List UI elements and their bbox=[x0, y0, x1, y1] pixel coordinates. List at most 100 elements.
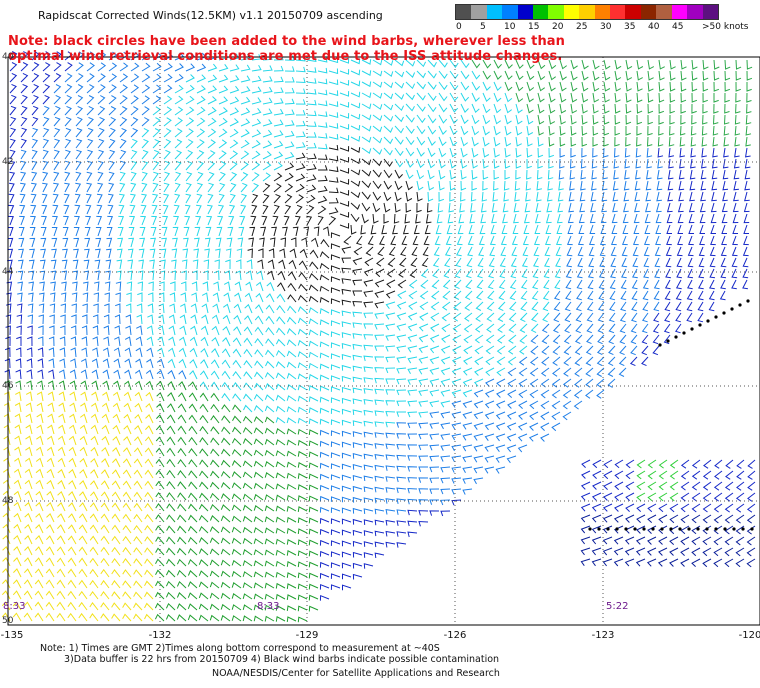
wind-barb bbox=[623, 191, 630, 202]
wind-barb bbox=[207, 117, 217, 127]
wind-barb bbox=[622, 213, 629, 224]
wind-barb bbox=[407, 389, 418, 396]
wind-barb bbox=[218, 64, 229, 72]
wind-barb bbox=[553, 301, 561, 312]
wind-barb bbox=[558, 169, 565, 180]
wind-barb bbox=[178, 392, 187, 402]
wind-barb bbox=[212, 303, 220, 314]
wind-barb bbox=[145, 369, 154, 380]
wind-barb bbox=[63, 193, 70, 204]
wind-barb bbox=[396, 520, 407, 526]
wind-barb bbox=[286, 361, 297, 369]
wind-barb bbox=[3, 435, 11, 446]
wind-barb bbox=[440, 400, 451, 408]
wind-barb bbox=[585, 356, 594, 366]
wind-barb bbox=[39, 270, 46, 281]
wind-barb bbox=[166, 469, 176, 479]
contamination-dot bbox=[687, 527, 691, 531]
wind-barb bbox=[9, 138, 16, 149]
wind-barb bbox=[264, 571, 275, 578]
wind-barb bbox=[67, 612, 77, 622]
wind-barb bbox=[297, 406, 308, 413]
wind-barb bbox=[588, 246, 595, 257]
wind-barb bbox=[471, 103, 480, 114]
wind-barb bbox=[284, 162, 295, 171]
wind-barb bbox=[484, 433, 495, 441]
wind-barb bbox=[735, 547, 745, 557]
wind-barb bbox=[68, 491, 77, 501]
wind-barb bbox=[551, 378, 561, 388]
wind-barb bbox=[475, 301, 484, 311]
wind-barb bbox=[407, 345, 418, 353]
wind-barb bbox=[210, 403, 220, 413]
wind-barb bbox=[500, 246, 507, 257]
wind-barb bbox=[485, 367, 495, 377]
wind-barb bbox=[176, 603, 187, 611]
wind-barb bbox=[341, 386, 352, 393]
wind-barb bbox=[188, 514, 198, 523]
wind-barb bbox=[585, 345, 594, 356]
wind-barb bbox=[547, 180, 553, 191]
wind-barb bbox=[647, 525, 657, 534]
wind-barb bbox=[42, 51, 51, 61]
wind-barb bbox=[254, 382, 264, 391]
wind-barb bbox=[306, 184, 317, 193]
wind-barb bbox=[735, 558, 745, 568]
wind-barb bbox=[702, 536, 712, 546]
wind-barb bbox=[383, 169, 393, 179]
wind-barb bbox=[438, 158, 446, 169]
wind-barb bbox=[286, 550, 297, 556]
wind-barb bbox=[350, 91, 361, 98]
wind-barb bbox=[546, 191, 553, 202]
wind-barb bbox=[585, 367, 594, 377]
wind-barb bbox=[385, 454, 396, 460]
wind-barb bbox=[360, 224, 366, 235]
wind-barb bbox=[152, 149, 160, 160]
wind-barb bbox=[328, 112, 339, 118]
wind-barb bbox=[78, 579, 88, 589]
wind-barb bbox=[691, 536, 701, 546]
wind-barb bbox=[185, 106, 195, 116]
wind-barb bbox=[506, 455, 517, 464]
wind-barb bbox=[612, 191, 619, 202]
wind-barb bbox=[57, 524, 66, 534]
wind-barb bbox=[184, 204, 191, 215]
wind-barb bbox=[36, 391, 44, 402]
wind-barb bbox=[56, 590, 66, 600]
wind-barb bbox=[418, 455, 429, 462]
wind-barb bbox=[145, 402, 154, 413]
wind-barb bbox=[275, 593, 286, 600]
wind-barb bbox=[515, 158, 522, 169]
lat-lon-grid bbox=[8, 57, 760, 625]
wind-barb bbox=[114, 336, 121, 347]
wind-barb bbox=[429, 378, 440, 386]
wind-barb bbox=[625, 492, 635, 502]
wind-barb bbox=[508, 323, 517, 333]
wind-barb bbox=[199, 381, 209, 391]
wind-barb bbox=[553, 312, 561, 323]
wind-barb bbox=[308, 351, 319, 358]
wind-barb bbox=[185, 84, 195, 94]
wind-barb bbox=[306, 78, 317, 84]
wind-barb bbox=[213, 281, 220, 292]
wind-barb bbox=[418, 488, 429, 494]
wind-barb bbox=[196, 171, 204, 182]
wind-barb bbox=[352, 376, 363, 383]
wind-barb bbox=[666, 202, 673, 213]
wind-barb bbox=[101, 469, 110, 479]
wind-barb bbox=[341, 246, 352, 254]
wind-barb bbox=[385, 290, 396, 299]
colorbar-label: 40 bbox=[648, 22, 660, 32]
wind-barb bbox=[429, 400, 440, 408]
wind-barb bbox=[196, 160, 204, 171]
wind-barb bbox=[407, 334, 418, 342]
wind-barb bbox=[363, 344, 374, 351]
wind-barb bbox=[427, 92, 437, 102]
wind-barb bbox=[480, 213, 486, 224]
wind-barb bbox=[613, 536, 624, 545]
wind-barb bbox=[297, 561, 308, 568]
wind-barb bbox=[689, 158, 696, 169]
wind-barb bbox=[210, 426, 220, 435]
wind-barb bbox=[436, 213, 443, 224]
wind-barb bbox=[731, 279, 737, 290]
